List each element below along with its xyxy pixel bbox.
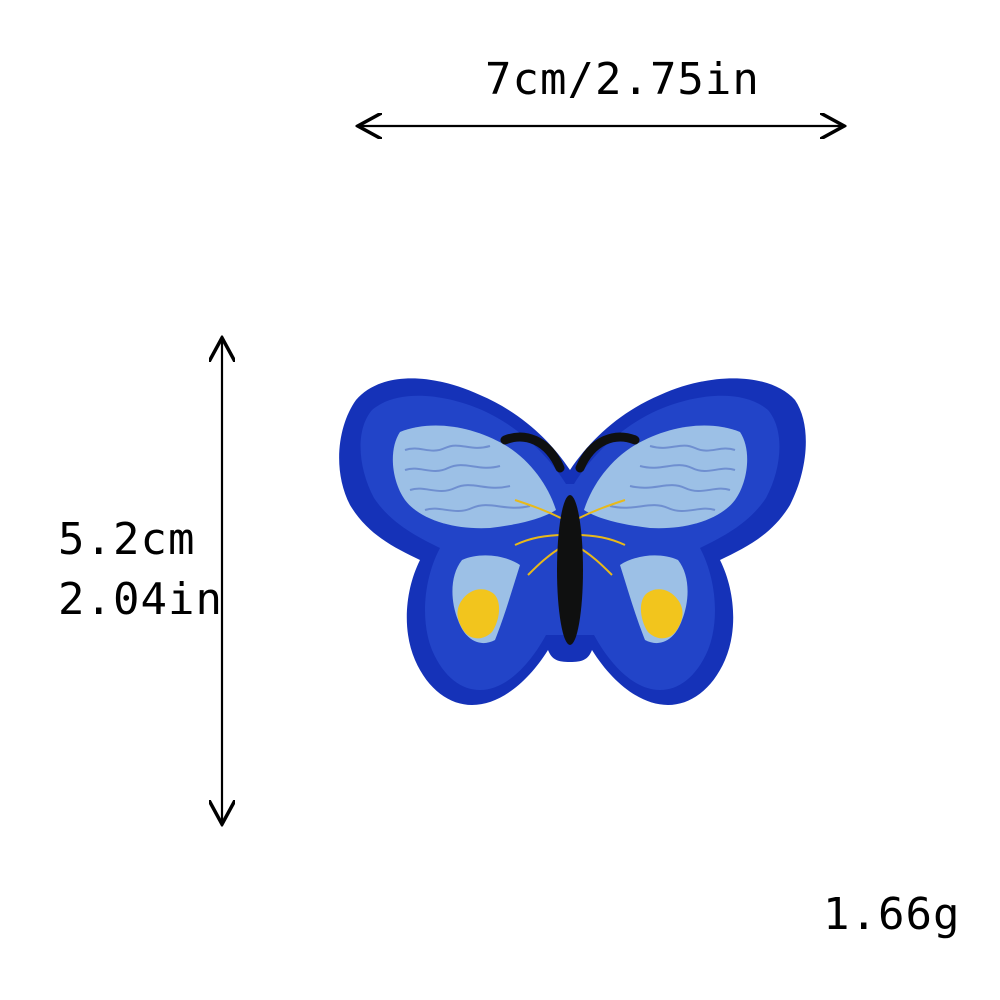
butterfly-patch-icon [339, 378, 806, 705]
width-dimension-label: 7cm/2.75in [485, 54, 760, 105]
weight-label: 1.66g [823, 889, 961, 940]
height-dimension-in-label: 2.04in [58, 574, 223, 625]
height-dimension-cm-label: 5.2cm [58, 514, 196, 565]
